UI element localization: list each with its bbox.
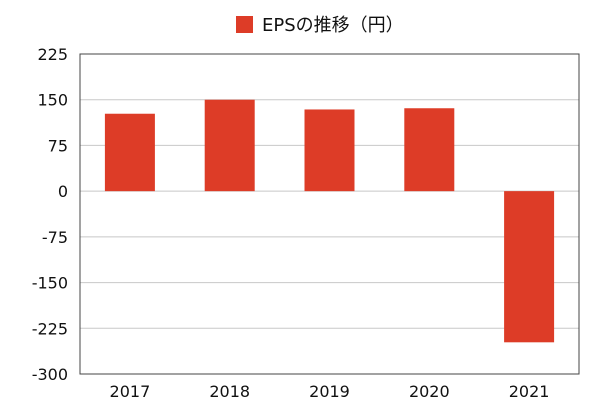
y-tick-label: 75 [48,136,68,155]
bar-2018 [204,99,255,192]
y-tick-label: -150 [32,274,68,293]
y-tick-label: 150 [37,91,68,110]
y-axis: 225 150 75 0 -75 -150 -225 -300 [32,45,68,384]
legend-label: EPSの推移（円） [262,15,404,36]
bar-2021 [504,191,555,343]
legend: EPSの推移（円） [236,15,404,36]
y-tick-label: -225 [32,319,68,338]
y-tick-label: -300 [32,365,68,384]
x-tick-label: 2021 [509,382,550,401]
x-axis: 2017 2018 2019 2020 2021 [110,382,550,401]
plot-frame [79,53,580,375]
x-tick-label: 2018 [209,382,250,401]
bars [104,99,555,343]
plot-border [79,53,580,375]
bar-2019 [304,109,355,192]
x-tick-label: 2020 [409,382,450,401]
bar-2020 [404,108,455,192]
bar-2017 [104,113,155,192]
x-tick-label: 2017 [110,382,151,401]
y-tick-label: 0 [58,182,68,201]
legend-swatch [236,16,253,33]
y-tick-label: 225 [37,45,68,64]
y-tick-label: -75 [42,228,68,247]
x-tick-label: 2019 [309,382,350,401]
